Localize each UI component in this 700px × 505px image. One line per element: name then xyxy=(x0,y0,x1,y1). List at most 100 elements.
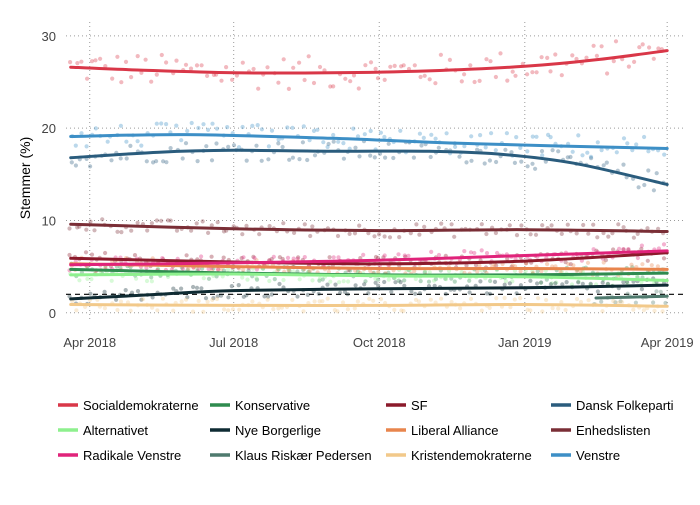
poll-point xyxy=(105,139,110,144)
poll-point xyxy=(588,154,594,159)
poll-point xyxy=(468,250,474,255)
poll-point xyxy=(144,159,149,164)
poll-point xyxy=(656,46,661,51)
poll-point xyxy=(387,235,393,240)
poll-point xyxy=(621,247,626,252)
poll-point xyxy=(89,59,95,64)
poll-point xyxy=(376,269,381,274)
poll-point xyxy=(388,64,393,69)
trend-line-liberal-alliance xyxy=(69,262,669,271)
poll-point xyxy=(502,282,507,287)
poll-point xyxy=(617,246,622,251)
poll-point xyxy=(210,121,215,126)
trend-line-nye-borgerlige xyxy=(69,283,669,301)
poll-point xyxy=(553,52,558,57)
legend-label: SF xyxy=(411,398,428,413)
poll-point xyxy=(315,127,320,132)
poll-point xyxy=(492,262,497,267)
poll-point xyxy=(421,135,426,140)
poll-point xyxy=(250,123,255,128)
poll-point xyxy=(389,289,394,294)
poll-point xyxy=(277,281,282,287)
poll-point xyxy=(255,123,260,128)
poll-point xyxy=(67,252,72,258)
poll-point xyxy=(159,121,164,126)
poll-point xyxy=(647,45,652,50)
trend-line-dansk-folkeparti xyxy=(69,148,669,186)
poll-point xyxy=(254,276,259,281)
poll-point xyxy=(554,280,559,285)
poll-point xyxy=(414,222,419,227)
poll-point xyxy=(397,235,402,240)
legend-item: Nye Borgerlige xyxy=(210,423,321,438)
poll-point xyxy=(203,296,209,301)
poll-point xyxy=(377,232,382,237)
poll-point xyxy=(621,247,626,252)
poll-point xyxy=(514,291,519,296)
poll-point xyxy=(661,256,667,261)
poll-point xyxy=(661,242,667,247)
poll-point xyxy=(285,125,290,130)
x-tick-label: Apr 2018 xyxy=(63,335,116,350)
poll-point xyxy=(164,160,169,165)
poll-point xyxy=(317,276,322,281)
poll-point xyxy=(625,291,630,296)
poll-point xyxy=(566,262,571,267)
poll-point xyxy=(93,126,98,131)
poll-point xyxy=(514,135,519,140)
poll-point xyxy=(528,232,533,237)
legend-label: Socialdemokraterne xyxy=(83,398,199,413)
poll-point xyxy=(225,125,230,130)
poll-point xyxy=(624,279,630,285)
poll-point xyxy=(539,55,544,60)
poll-point xyxy=(174,228,180,233)
poll-point xyxy=(357,154,362,159)
poll-point xyxy=(240,60,245,65)
poll-point xyxy=(401,63,406,68)
poll-point xyxy=(545,55,550,61)
poll-point xyxy=(348,79,353,84)
poll-point xyxy=(331,139,336,144)
poll-point xyxy=(92,228,97,233)
poll-point xyxy=(574,56,579,62)
poll-point xyxy=(568,262,573,267)
poll-point xyxy=(418,74,423,80)
poll-point xyxy=(119,80,124,85)
poll-point xyxy=(611,59,616,64)
poll-point xyxy=(539,149,545,154)
poll-point xyxy=(652,308,657,313)
poll-point xyxy=(472,250,477,256)
poll-point xyxy=(129,228,134,233)
poll-point xyxy=(144,265,149,270)
poll-point xyxy=(642,182,647,188)
poll-point xyxy=(580,153,585,158)
poll-point xyxy=(656,246,662,251)
poll-point xyxy=(276,137,281,142)
poll-point xyxy=(601,260,606,265)
poll-point xyxy=(151,160,156,165)
poll-point xyxy=(199,63,204,68)
legend-label: Klaus Riskær Pedersen xyxy=(235,448,372,463)
poll-point xyxy=(401,308,406,314)
poll-point xyxy=(190,309,196,314)
poll-point xyxy=(166,274,171,279)
poll-point xyxy=(266,294,271,299)
poll-point xyxy=(342,289,348,295)
poll-point xyxy=(464,160,469,165)
poll-point xyxy=(221,255,226,260)
poll-point xyxy=(505,256,510,261)
poll-point xyxy=(637,45,642,50)
poll-point xyxy=(287,268,292,273)
poll-point xyxy=(174,58,179,63)
y-axis-label: Stemmer (%) xyxy=(17,137,33,219)
legend-label: Liberal Alliance xyxy=(411,423,498,438)
poll-point xyxy=(259,127,264,132)
poll-point xyxy=(262,294,267,299)
poll-point xyxy=(310,224,315,229)
poll-point xyxy=(519,159,524,164)
poll-point xyxy=(447,57,452,63)
poll-point xyxy=(613,300,618,305)
poll-point xyxy=(216,267,221,272)
poll-point xyxy=(606,234,611,239)
poll-point xyxy=(345,307,350,312)
